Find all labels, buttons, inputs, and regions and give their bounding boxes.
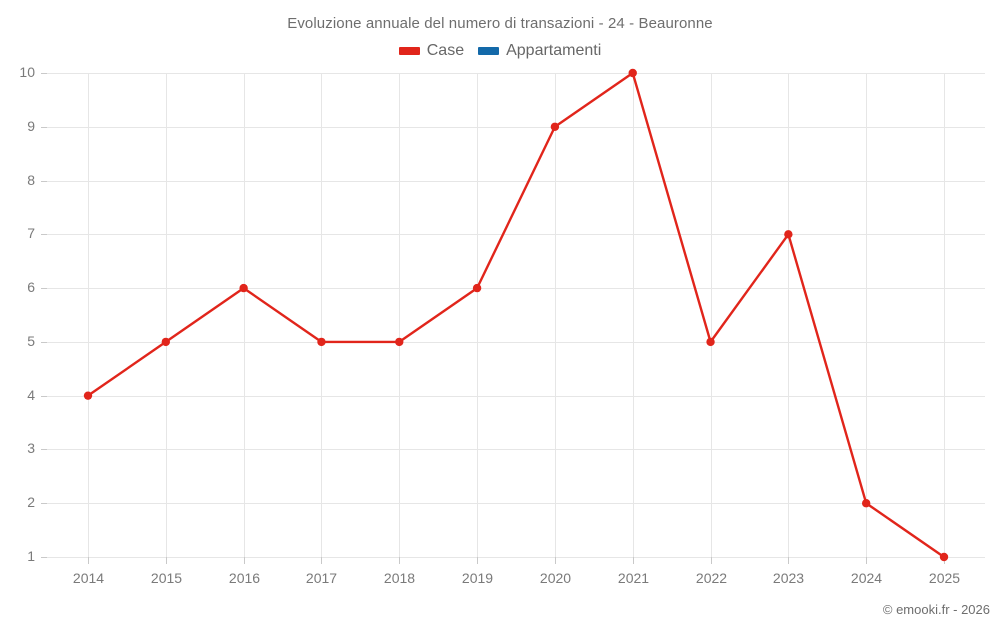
x-tick-label: 2015	[151, 570, 182, 586]
y-axis-tick-labels: 1 2 3 4 5 6 7 8 9 10	[19, 64, 35, 564]
y-gridlines	[41, 73, 985, 558]
y-tick-label: 10	[19, 64, 35, 80]
data-point[interactable]	[239, 283, 248, 293]
x-axis-tick-labels: 2014 2015 2016 2017 2018 2019 2020 2021 2022 2023…	[73, 570, 960, 586]
x-tick-label: 2017	[306, 570, 337, 586]
x-tick-label: 2021	[618, 570, 649, 586]
data-point[interactable]	[161, 337, 171, 347]
copyright-credit: © emooki.fr - 2026	[882, 602, 990, 617]
y-tick-label: 2	[27, 494, 35, 510]
x-gridlines	[88, 73, 945, 564]
chart-title: Evoluzione annuale del numero di transaz…	[287, 15, 713, 32]
x-tick-label: 2018	[384, 570, 415, 586]
series-lines	[86, 71, 946, 559]
x-tick-label: 2014	[73, 570, 104, 586]
y-tick-label: 1	[27, 548, 35, 564]
y-tick-label: 5	[27, 333, 35, 349]
legend-swatch-appartamenti	[478, 47, 500, 55]
legend-label-case: Case	[426, 42, 465, 59]
data-point[interactable]	[395, 337, 404, 347]
legend-item-case[interactable]: Case	[398, 42, 465, 60]
series-data-points	[83, 68, 949, 562]
legend-label-appartamenti: Appartamenti	[506, 42, 602, 59]
data-point[interactable]	[861, 499, 871, 508]
x-tick-label: 2024	[851, 570, 882, 586]
data-point[interactable]	[472, 283, 482, 293]
data-point[interactable]	[83, 391, 93, 400]
data-point[interactable]	[939, 552, 949, 562]
data-point[interactable]	[706, 337, 715, 347]
legend-item-appartamenti[interactable]: Appartamenti	[478, 42, 601, 60]
x-tick-label: 2020	[540, 570, 571, 586]
x-tick-label: 2023	[773, 570, 804, 586]
y-tick-label: 4	[27, 387, 35, 403]
chart-legend: Case Appartamenti	[0, 42, 1000, 60]
y-tick-label: 7	[27, 225, 35, 241]
data-point[interactable]	[784, 230, 793, 239]
x-tick-label: 2025	[929, 570, 960, 586]
y-tick-label: 3	[27, 440, 35, 456]
legend-swatch-case	[398, 47, 420, 55]
x-tick-label: 2022	[696, 570, 727, 586]
data-point[interactable]	[550, 122, 560, 131]
data-point[interactable]	[317, 337, 326, 347]
series-line-case	[86, 71, 946, 559]
y-tick-label: 8	[27, 172, 35, 188]
x-tick-label: 2019	[462, 570, 493, 586]
data-point[interactable]	[628, 68, 637, 78]
x-tick-label: 2016	[229, 570, 260, 586]
y-tick-label: 6	[27, 279, 35, 295]
y-tick-label: 9	[27, 118, 35, 134]
